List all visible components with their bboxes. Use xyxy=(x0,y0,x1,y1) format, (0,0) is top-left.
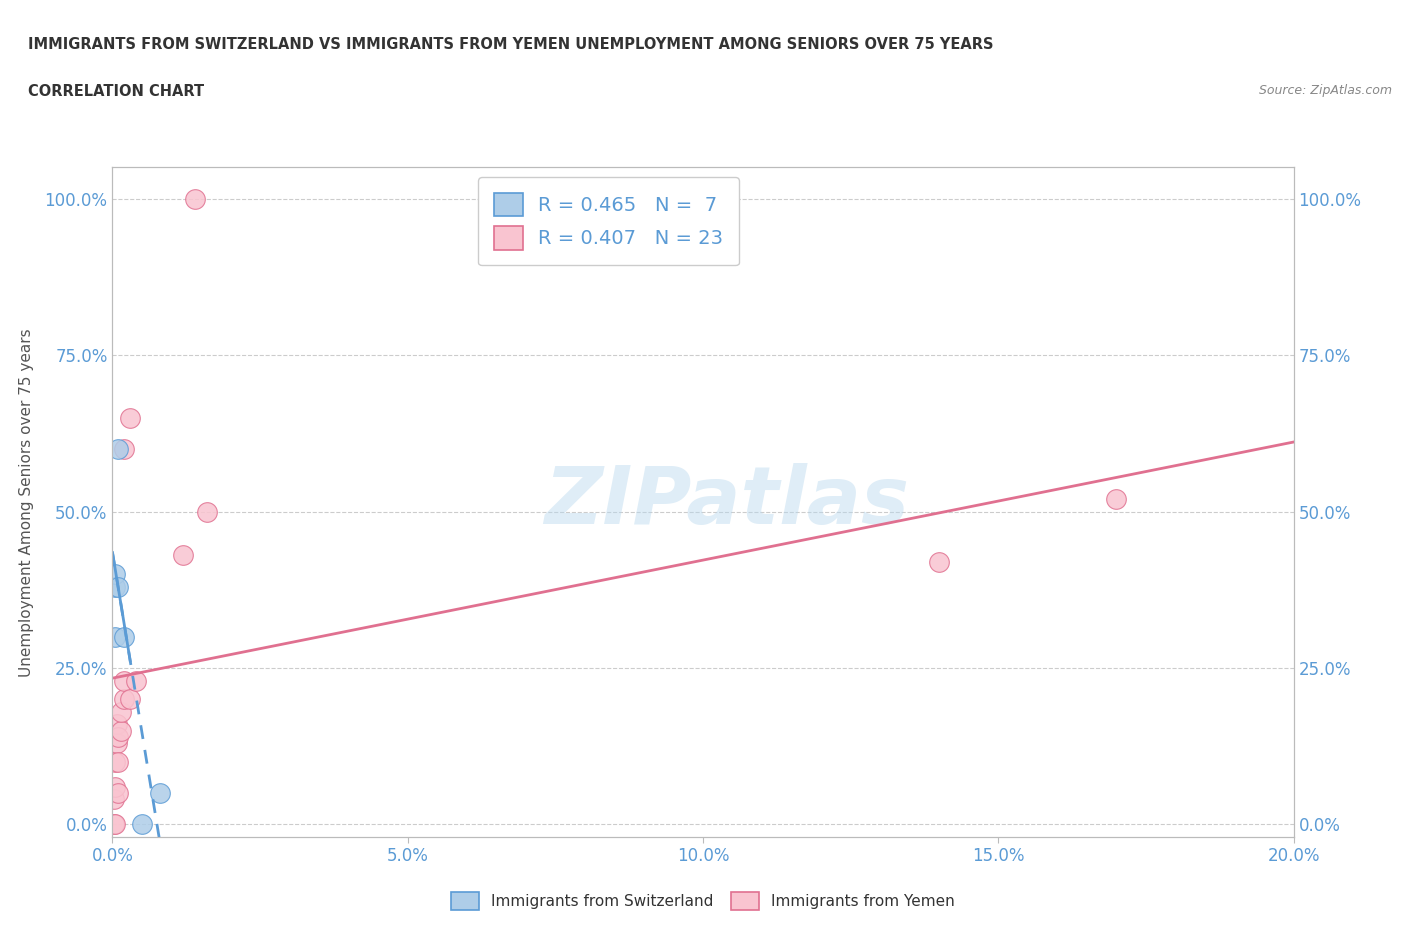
Point xyxy=(120,410,142,425)
Point xyxy=(125,673,148,688)
Point xyxy=(172,548,194,563)
Point xyxy=(103,792,125,807)
Point xyxy=(104,779,127,794)
Point xyxy=(1105,492,1128,507)
Point xyxy=(107,442,129,457)
Point xyxy=(112,692,135,707)
Point xyxy=(195,504,218,519)
Text: ZIPatlas: ZIPatlas xyxy=(544,463,910,541)
Point xyxy=(107,754,129,769)
Point xyxy=(107,729,129,744)
Point xyxy=(928,554,950,569)
Point xyxy=(120,692,142,707)
Point xyxy=(107,786,129,801)
Point xyxy=(110,724,132,738)
Point xyxy=(184,192,207,206)
Text: CORRELATION CHART: CORRELATION CHART xyxy=(28,84,204,99)
Legend: Immigrants from Switzerland, Immigrants from Yemen: Immigrants from Switzerland, Immigrants … xyxy=(444,885,962,916)
Point xyxy=(104,630,127,644)
Point xyxy=(104,579,127,594)
Point xyxy=(112,673,135,688)
Text: IMMIGRANTS FROM SWITZERLAND VS IMMIGRANTS FROM YEMEN UNEMPLOYMENT AMONG SENIORS : IMMIGRANTS FROM SWITZERLAND VS IMMIGRANT… xyxy=(28,37,994,52)
Y-axis label: Unemployment Among Seniors over 75 years: Unemployment Among Seniors over 75 years xyxy=(18,328,34,676)
Point xyxy=(104,754,127,769)
Point xyxy=(149,786,172,801)
Point xyxy=(105,736,128,751)
Point xyxy=(107,579,129,594)
Point xyxy=(131,817,153,832)
Point xyxy=(112,442,135,457)
Point xyxy=(105,717,128,732)
Point xyxy=(104,566,127,581)
Text: Source: ZipAtlas.com: Source: ZipAtlas.com xyxy=(1258,84,1392,97)
Point xyxy=(110,704,132,719)
Point xyxy=(104,817,127,832)
Point xyxy=(103,817,125,832)
Point xyxy=(112,630,135,644)
